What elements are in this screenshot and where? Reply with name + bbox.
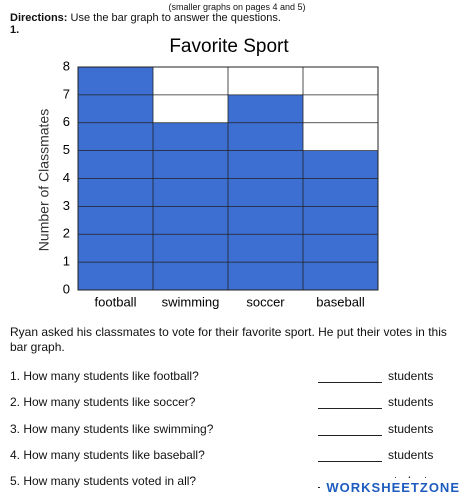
question-number: 1. <box>10 24 20 36</box>
answer-unit: students <box>388 447 434 462</box>
directions: Directions: Use the bar graph to answer … <box>10 12 281 24</box>
note: (smaller graphs on pages 4 and 5) <box>168 2 306 12</box>
answer-line <box>318 382 382 383</box>
y-tick-label: 0 <box>63 281 70 296</box>
question: 1. How many students like football? <box>10 369 199 383</box>
bar <box>303 150 378 290</box>
chart: Favorite Sport Number of Classmates foot… <box>36 36 379 309</box>
x-tick-label: football <box>95 294 137 309</box>
x-tick-label: swimming <box>162 294 220 309</box>
passage: Ryan asked his classmates to vote for th… <box>10 325 447 354</box>
plot-frame <box>77 66 379 291</box>
answer-unit: students <box>388 395 434 410</box>
answer-unit: students <box>388 369 434 383</box>
answer-line <box>318 460 382 462</box>
y-tick-label: 1 <box>63 254 70 269</box>
directions-label: Directions: <box>10 12 68 24</box>
answer-line <box>318 408 382 410</box>
y-tick-label: 7 <box>63 86 70 101</box>
question: 4. How many students like baseball? <box>10 447 205 462</box>
y-tick-label: 8 <box>63 58 70 73</box>
bar <box>228 94 303 290</box>
y-axis-label: Number of Classmates <box>36 109 52 251</box>
y-tick-label: 5 <box>63 142 70 157</box>
y-tick-label: 2 <box>63 226 70 241</box>
question: 2. How many students like soccer? <box>10 395 196 410</box>
question: 5. How many students voted in all? <box>10 474 197 489</box>
question: 3. How many students like swimming? <box>10 421 214 436</box>
x-tick-label: baseball <box>316 294 365 309</box>
answer-line <box>318 434 382 436</box>
chart-title: Favorite Sport <box>169 36 289 57</box>
directions-text: Use the bar graph to answer the question… <box>70 12 281 24</box>
y-tick-label: 6 <box>63 114 70 129</box>
x-tick-label: soccer <box>246 294 285 309</box>
watermark: WORKSHEETZONE <box>320 478 466 497</box>
y-tick-label: 3 <box>63 198 70 213</box>
y-tick-label: 4 <box>63 170 70 185</box>
answer-unit: students <box>388 421 434 436</box>
